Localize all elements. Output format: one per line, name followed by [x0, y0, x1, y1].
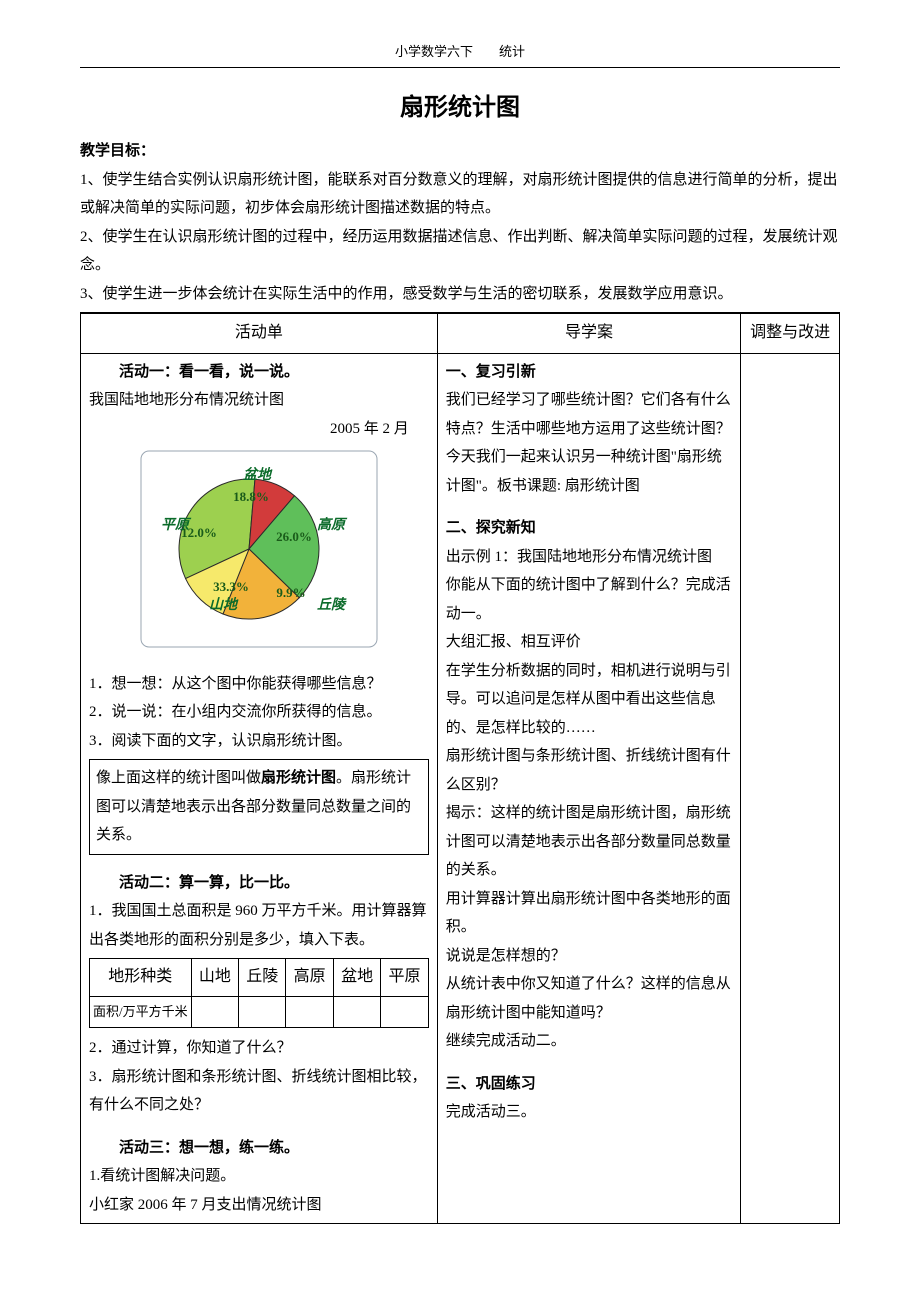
svg-text:丘陵: 丘陵 [317, 596, 347, 613]
guide-s1-1: 今天我们一起来认识另一种统计图"扇形统计图"。板书课题: 扇形统计图 [446, 443, 733, 500]
th-4: 盆地 [333, 959, 380, 996]
th-0: 地形种类 [90, 959, 192, 996]
adjust-cell [741, 353, 840, 1224]
terrain-table: 地形种类 山地 丘陵 高原 盆地 平原 面积/万平方千米 [89, 958, 429, 1028]
svg-text:18.8%: 18.8% [233, 489, 269, 504]
main-layout-table: 活动单 导学案 调整与改进 活动一：看一看，说一说。 我国陆地地形分布情况统计图… [80, 313, 840, 1224]
col-header-adjust: 调整与改进 [741, 314, 840, 353]
guide-s2-0: 出示例 1：我国陆地地形分布情况统计图 [446, 543, 733, 572]
guide-s2-2: 大组汇报、相互评价 [446, 628, 733, 657]
activity2-p3: 3．扇形统计图和条形统计图、折线统计图相比较，有什么不同之处？ [89, 1063, 429, 1120]
goal-1: 1、使学生结合实例认识扇形统计图，能联系对百分数意义的理解，对扇形统计图提供的信… [80, 166, 840, 223]
def-bold: 扇形统计图 [261, 770, 336, 786]
goals-label: 教学目标： [80, 143, 155, 159]
activity3-title: 活动三：想一想，练一练。 [89, 1134, 429, 1163]
activity1-date: 2005 年 2 月 [89, 415, 429, 444]
col-header-activity: 活动单 [81, 314, 438, 353]
guide-s2-1: 你能从下面的统计图中了解到什么？完成活动一。 [446, 571, 733, 628]
guide-s2-3: 在学生分析数据的同时，相机进行说明与引导。可以追问是怎样从图中看出这些信息的、是… [446, 657, 733, 743]
page-header: 小学数学六下 统计 [80, 40, 840, 68]
svg-text:山地: 山地 [209, 596, 239, 613]
activity1-q2: 2．说一说：在小组内交流你所获得的信息。 [89, 698, 429, 727]
pie-chart: 33.3%9.9%26.0%18.8%12.0%平原盆地高原丘陵山地 [89, 449, 429, 660]
activity2-p1: 1．我国国土总面积是 960 万平方千米。用计算器算出各类地形的面积分别是多少，… [89, 897, 429, 954]
goals-block: 教学目标： 1、使学生结合实例认识扇形统计图，能联系对百分数意义的理解，对扇形统… [80, 137, 840, 313]
guide-s2-8: 从统计表中你又知道了什么？这样的信息从扇形统计图中能知道吗？ [446, 970, 733, 1027]
svg-text:33.3%: 33.3% [213, 579, 249, 594]
cell-3 [286, 996, 333, 1028]
guide-s2-4: 扇形统计图与条形统计图、折线统计图有什么区别？ [446, 742, 733, 799]
activity-cell: 活动一：看一看，说一说。 我国陆地地形分布情况统计图 2005 年 2 月 33… [81, 353, 438, 1224]
pie-svg: 33.3%9.9%26.0%18.8%12.0%平原盆地高原丘陵山地 [139, 449, 379, 649]
guide-s1-title: 一、复习引新 [446, 358, 733, 387]
activity1-q1: 1．想一想：从这个图中你能获得哪些信息？ [89, 670, 429, 699]
def-pre: 像上面这样的统计图叫做 [96, 770, 261, 786]
svg-text:26.0%: 26.0% [276, 529, 312, 544]
th-5: 平原 [381, 959, 428, 996]
th-2: 丘陵 [239, 959, 286, 996]
cell-1 [191, 996, 238, 1028]
svg-text:高原: 高原 [317, 516, 348, 533]
activity1-q3: 3．阅读下面的文字，认识扇形统计图。 [89, 727, 429, 756]
activity2-p2: 2．通过计算，你知道了什么？ [89, 1034, 429, 1063]
svg-text:平原: 平原 [161, 517, 192, 533]
svg-text:9.9%: 9.9% [276, 585, 305, 600]
row-label: 面积/万平方千米 [90, 996, 192, 1028]
guide-s2-6: 用计算器计算出扇形统计图中各类地形的面积。 [446, 885, 733, 942]
activity2-title: 活动二：算一算，比一比。 [89, 869, 429, 898]
goal-2: 2、使学生在认识扇形统计图的过程中，经历运用数据描述信息、作出判断、解决简单实际… [80, 223, 840, 280]
activity3-p2: 小红家 2006 年 7 月支出情况统计图 [89, 1191, 429, 1220]
goal-3: 3、使学生进一步体会统计在实际生活中的作用，感受数学与生活的密切联系，发展数学应… [80, 280, 840, 309]
guide-s1-0: 我们已经学习了哪些统计图？它们各有什么特点？生活中哪些地方运用了这些统计图？ [446, 386, 733, 443]
definition-box: 像上面这样的统计图叫做扇形统计图。扇形统计图可以清楚地表示出各部分数量同总数量之… [89, 759, 429, 855]
guide-s2-9: 继续完成活动二。 [446, 1027, 733, 1056]
guide-s3-title: 三、巩固练习 [446, 1070, 733, 1099]
svg-text:盆地: 盆地 [243, 466, 273, 483]
cell-5 [381, 996, 428, 1028]
guide-s3-0: 完成活动三。 [446, 1098, 733, 1127]
cell-4 [333, 996, 380, 1028]
cell-2 [239, 996, 286, 1028]
activity3-p1: 1.看统计图解决问题。 [89, 1162, 429, 1191]
guide-cell: 一、复习引新 我们已经学习了哪些统计图？它们各有什么特点？生活中哪些地方运用了这… [437, 353, 741, 1224]
guide-s2-title: 二、探究新知 [446, 514, 733, 543]
guide-s2-5: 揭示：这样的统计图是扇形统计图，扇形统计图可以清楚地表示出各部分数量同总数量的关… [446, 799, 733, 885]
activity1-title: 活动一：看一看，说一说。 [89, 358, 429, 387]
page-title: 扇形统计图 [80, 86, 840, 132]
th-1: 山地 [191, 959, 238, 996]
th-3: 高原 [286, 959, 333, 996]
col-header-guide: 导学案 [437, 314, 741, 353]
guide-s2-7: 说说是怎样想的？ [446, 942, 733, 971]
activity1-subtitle: 我国陆地地形分布情况统计图 [89, 386, 429, 415]
